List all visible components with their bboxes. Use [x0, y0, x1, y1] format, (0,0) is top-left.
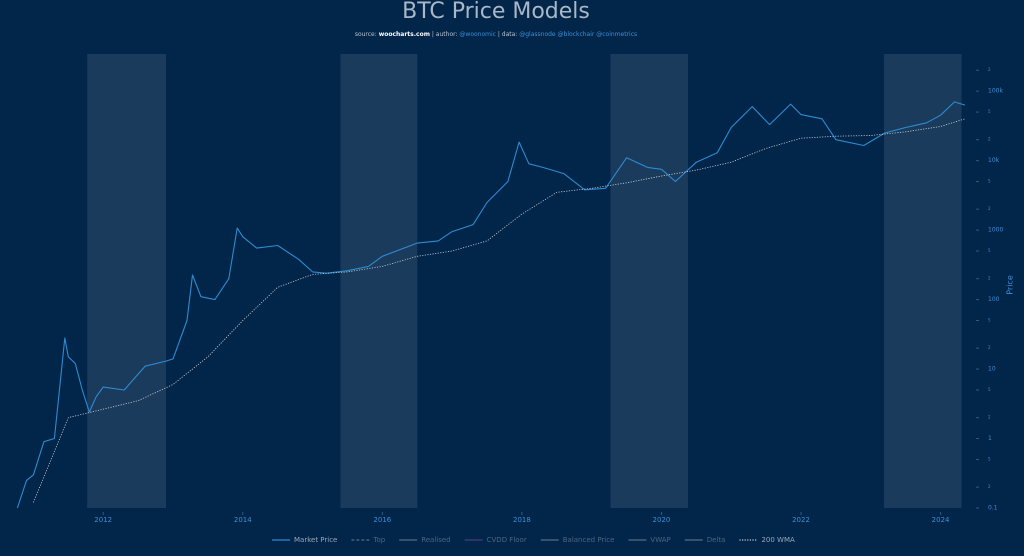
- x-tick-label: 2022: [792, 516, 810, 524]
- y-tick-label: 1: [988, 435, 992, 442]
- cycle-band: [610, 54, 688, 508]
- y-axis-label: Price: [1006, 275, 1015, 295]
- y-tick-label: 5: [988, 248, 991, 253]
- legend-label: VWAP: [650, 536, 670, 544]
- subtitle-part: | author:: [430, 31, 459, 38]
- x-tick-label: 2024: [932, 516, 950, 524]
- legend-label: Realised: [421, 536, 450, 544]
- y-tick-label: 2: [988, 206, 991, 211]
- subtitle-part: @woonomic: [459, 31, 496, 38]
- series-line: [16, 101, 966, 509]
- y-tick-label: 2: [988, 137, 991, 142]
- subtitle-part: | data:: [496, 31, 519, 38]
- chart-title: BTC Price Models: [402, 0, 590, 24]
- y-tick-label: 2: [988, 484, 991, 489]
- cycle-band: [340, 54, 418, 508]
- x-tick-label: 2018: [513, 516, 531, 524]
- cycle-band: [87, 54, 167, 508]
- y-tick-label: 5: [988, 387, 991, 392]
- subtitle-part: woocharts.com: [379, 31, 430, 38]
- cycle-band: [884, 54, 962, 508]
- y-tick-label: 2: [988, 276, 991, 281]
- y-tick-label: 10: [988, 366, 996, 373]
- legend-label: Market Price: [294, 536, 337, 544]
- chart-subtitle: source: woocharts.com | author: @woonomi…: [355, 31, 637, 38]
- y-tick-label: 2: [988, 67, 991, 72]
- y-tick-label: 2: [988, 345, 991, 350]
- x-tick-label: 2016: [373, 516, 391, 524]
- legend-label: 200 WMA: [761, 536, 795, 544]
- y-tick-label: 2: [988, 415, 991, 420]
- y-tick-label: 1000: [988, 227, 1003, 234]
- y-tick-label: 5: [988, 179, 991, 184]
- y-tick-label: 10k: [988, 157, 1000, 164]
- legend-label: CVDD Floor: [487, 536, 527, 544]
- y-tick-label: 0.1: [988, 505, 998, 512]
- series-line: [33, 118, 966, 503]
- x-tick-label: 2012: [94, 516, 112, 524]
- y-tick-label: 100: [988, 296, 1000, 303]
- legend-label: Balanced Price: [563, 536, 615, 544]
- x-tick-label: 2014: [234, 516, 252, 524]
- legend-label: Top: [372, 536, 385, 544]
- x-tick-label: 2020: [653, 516, 671, 524]
- subtitle-part: source:: [355, 31, 379, 38]
- y-tick-label: 5: [988, 456, 991, 461]
- y-tick-label: 5: [988, 109, 991, 114]
- y-tick-label: 100k: [988, 88, 1003, 95]
- y-tick-label: 5: [988, 317, 991, 322]
- legend-label: Delta: [707, 536, 726, 544]
- subtitle-part: @glassnode @blockchair @coinmetrics: [519, 31, 637, 38]
